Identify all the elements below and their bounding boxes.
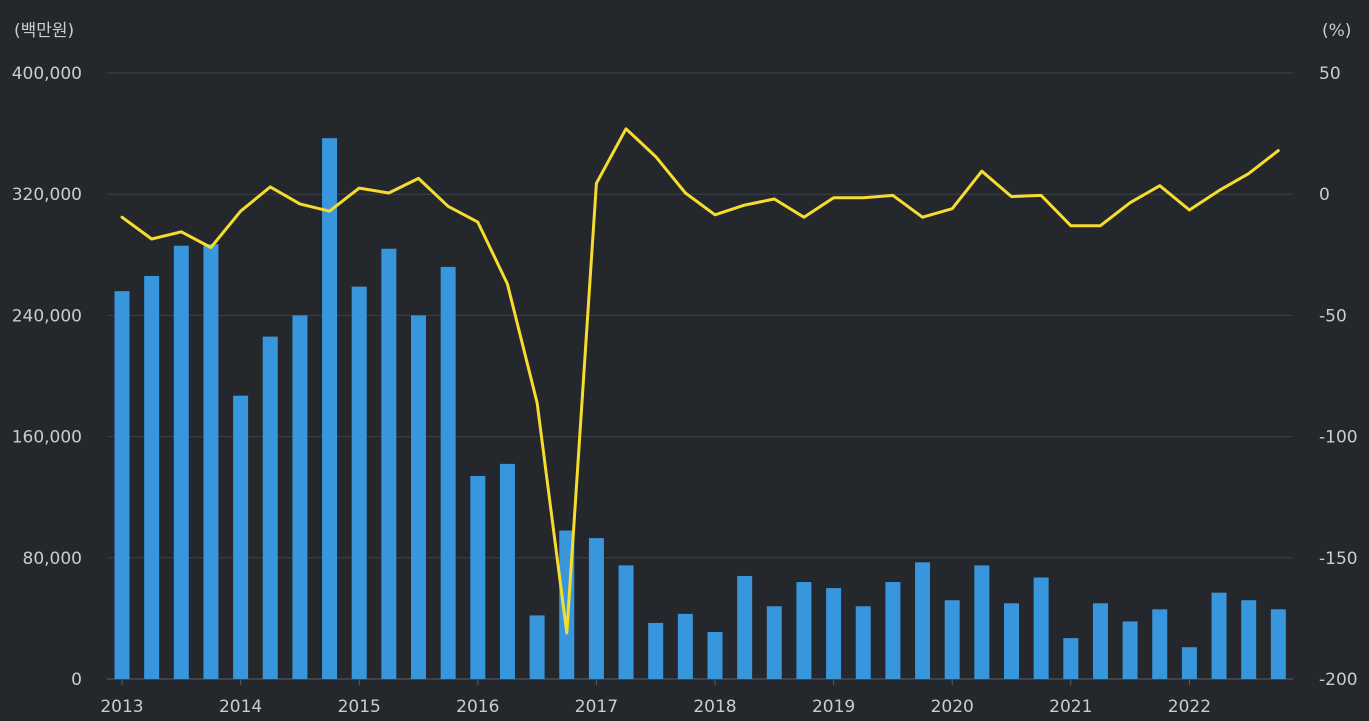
bar xyxy=(233,395,249,679)
bar xyxy=(618,565,634,679)
bar xyxy=(915,562,931,679)
bar xyxy=(588,538,604,679)
x-tick-label: 2015 xyxy=(338,697,381,717)
left-tick-label: 0 xyxy=(71,670,82,690)
bar xyxy=(974,565,990,679)
x-tick-label: 2016 xyxy=(456,697,499,717)
bar xyxy=(648,622,664,679)
bar xyxy=(351,286,367,679)
bar-series xyxy=(114,138,1286,680)
bar xyxy=(1211,592,1227,679)
left-axis-unit: (백만원) xyxy=(14,21,74,41)
bar xyxy=(292,315,308,679)
x-axis: 2013 2014 2015 2016 2017 2018 2019 2020 2021 2022 xyxy=(100,679,1211,717)
bar xyxy=(440,266,456,679)
x-tick-label: 2019 xyxy=(812,697,855,717)
bar xyxy=(944,600,960,679)
x-tick-label: 2022 xyxy=(1168,697,1211,717)
x-tick-label: 2013 xyxy=(100,697,143,717)
left-tick-label: 240,000 xyxy=(12,306,82,326)
line-series xyxy=(120,127,1280,635)
bar xyxy=(677,613,693,679)
bar xyxy=(737,575,753,679)
bar xyxy=(796,582,812,679)
x-tick-label: 2014 xyxy=(219,697,262,717)
bar xyxy=(322,138,338,679)
right-tick-label: -200 xyxy=(1319,670,1358,690)
right-axis-ticks: 50 0 -50 -100 -150 -200 xyxy=(1319,64,1358,690)
bar xyxy=(381,248,397,680)
bar xyxy=(1152,609,1168,679)
bar xyxy=(1181,647,1197,679)
right-tick-label: 0 xyxy=(1319,185,1330,205)
bar xyxy=(1122,621,1138,679)
bar xyxy=(262,336,278,679)
bar xyxy=(1241,600,1257,679)
bar xyxy=(529,615,545,679)
bar xyxy=(826,588,842,679)
right-axis-unit: (%) xyxy=(1322,21,1351,41)
bar xyxy=(855,606,871,679)
bar xyxy=(1092,603,1108,679)
right-tick-label: -100 xyxy=(1319,428,1358,448)
bar xyxy=(470,475,486,679)
bar xyxy=(114,291,130,679)
bar xyxy=(1270,609,1286,679)
bar xyxy=(1063,638,1079,679)
bar xyxy=(885,582,901,679)
x-tick-label: 2018 xyxy=(693,697,736,717)
growth-rate-line xyxy=(120,127,1280,635)
left-tick-label: 320,000 xyxy=(12,185,82,205)
x-tick-label: 2021 xyxy=(1049,697,1092,717)
right-tick-label: -50 xyxy=(1319,306,1347,326)
bar xyxy=(1033,577,1049,679)
bar xyxy=(173,245,189,679)
bar xyxy=(499,463,515,679)
bar xyxy=(144,276,160,679)
x-tick-label: 2017 xyxy=(575,697,618,717)
left-tick-label: 400,000 xyxy=(12,64,82,84)
bar xyxy=(203,244,219,679)
bar xyxy=(766,606,782,679)
right-tick-label: 50 xyxy=(1319,64,1341,84)
bar xyxy=(1004,603,1019,679)
bar xyxy=(411,315,426,679)
x-tick-label: 2020 xyxy=(931,697,974,717)
left-axis-ticks: 400,000 320,000 240,000 160,000 80,000 0 xyxy=(12,64,82,690)
left-tick-label: 80,000 xyxy=(23,549,82,569)
right-tick-label: -150 xyxy=(1319,549,1358,569)
left-tick-label: 160,000 xyxy=(12,428,82,448)
gridlines xyxy=(107,72,1293,680)
bar xyxy=(707,632,723,679)
